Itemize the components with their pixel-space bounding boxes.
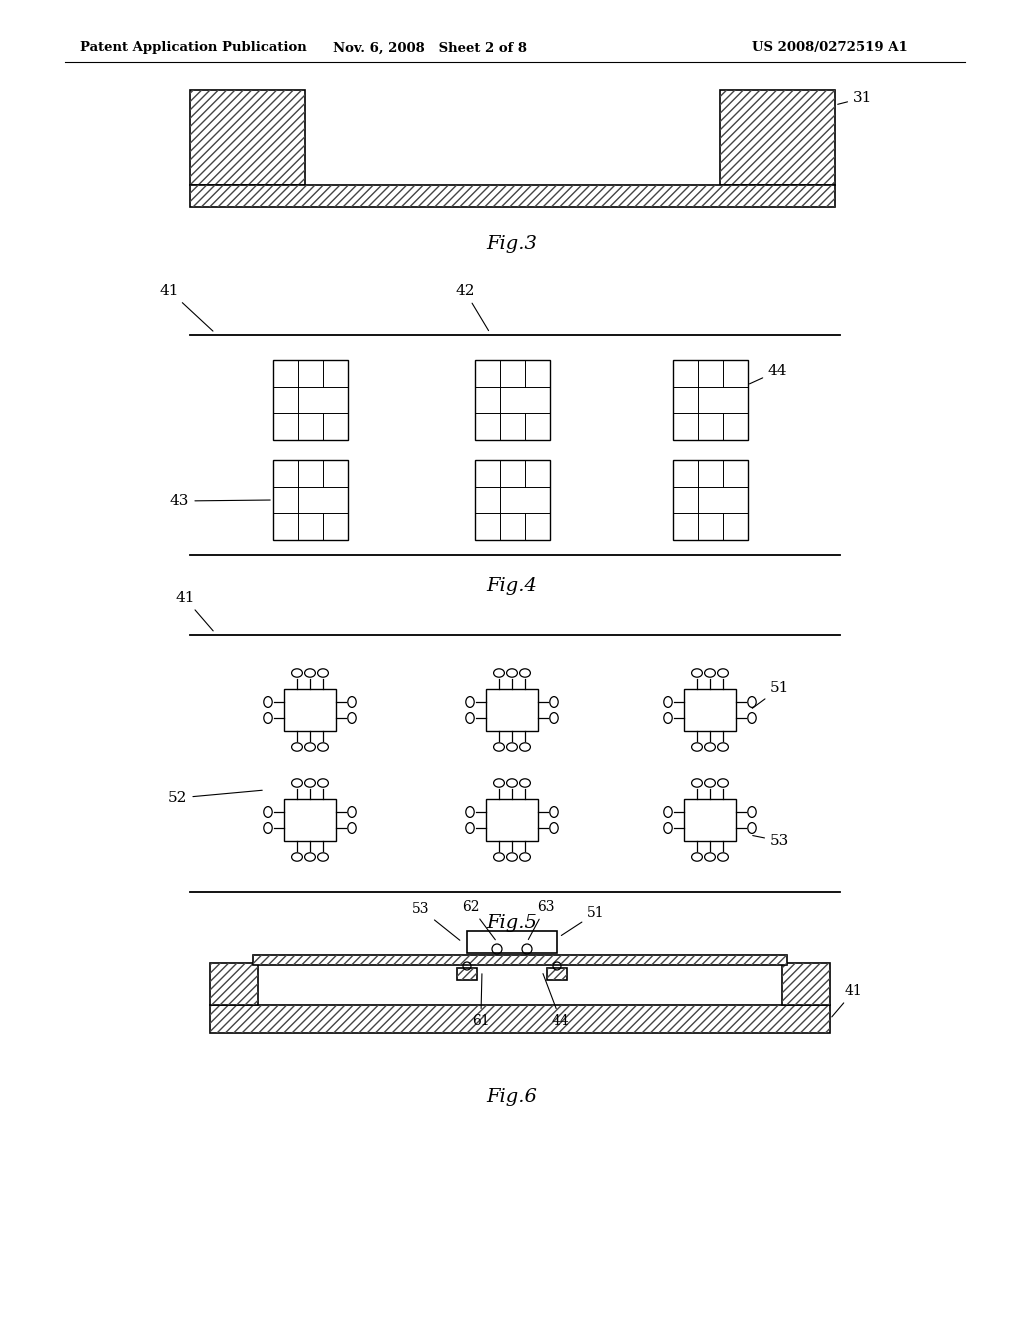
Bar <box>467 931 557 953</box>
Bar <box>272 360 347 440</box>
Text: 43: 43 <box>170 494 270 508</box>
Text: 42: 42 <box>455 284 488 330</box>
Bar <box>547 968 567 979</box>
Text: Patent Application Publication: Patent Application Publication <box>80 41 307 54</box>
Bar <box>284 799 336 841</box>
Bar <box>210 964 258 1005</box>
Bar <box>253 954 787 965</box>
Bar <box>720 90 835 185</box>
Text: 41: 41 <box>831 983 863 1016</box>
Bar <box>210 1005 830 1034</box>
Text: 41: 41 <box>160 284 213 331</box>
Bar <box>190 185 835 207</box>
Bar <box>253 954 787 965</box>
Text: 51: 51 <box>753 681 790 709</box>
Text: Nov. 6, 2008   Sheet 2 of 8: Nov. 6, 2008 Sheet 2 of 8 <box>333 41 527 54</box>
Bar <box>284 689 336 731</box>
Bar <box>474 459 550 540</box>
Bar <box>457 968 477 979</box>
Text: 41: 41 <box>175 591 213 631</box>
Bar <box>210 964 258 1005</box>
Bar <box>190 185 835 207</box>
Text: US 2008/0272519 A1: US 2008/0272519 A1 <box>752 41 908 54</box>
Text: 53: 53 <box>412 902 460 940</box>
Text: 52: 52 <box>168 791 262 805</box>
Text: 44: 44 <box>750 364 787 384</box>
Text: 51: 51 <box>561 906 604 936</box>
Bar <box>486 689 538 731</box>
Text: 31: 31 <box>838 91 872 106</box>
Text: 62: 62 <box>462 900 496 940</box>
Bar <box>486 799 538 841</box>
Text: Fig.4: Fig.4 <box>486 577 538 595</box>
Bar <box>190 90 305 185</box>
Text: Fig.6: Fig.6 <box>486 1088 538 1106</box>
Text: Fig.5: Fig.5 <box>486 913 538 932</box>
Text: Fig.3: Fig.3 <box>486 235 538 253</box>
Text: 44: 44 <box>543 974 569 1028</box>
Bar <box>272 459 347 540</box>
Text: 53: 53 <box>753 834 790 847</box>
Text: 63: 63 <box>528 900 555 940</box>
Bar <box>782 964 830 1005</box>
Bar <box>684 799 736 841</box>
Bar <box>782 964 830 1005</box>
Bar <box>684 689 736 731</box>
Bar <box>720 90 835 185</box>
Bar <box>547 968 567 979</box>
Text: 61: 61 <box>472 974 489 1028</box>
Bar <box>474 360 550 440</box>
Bar <box>457 968 477 979</box>
Bar <box>190 90 305 185</box>
Bar <box>673 360 748 440</box>
Bar <box>673 459 748 540</box>
Bar <box>210 1005 830 1034</box>
